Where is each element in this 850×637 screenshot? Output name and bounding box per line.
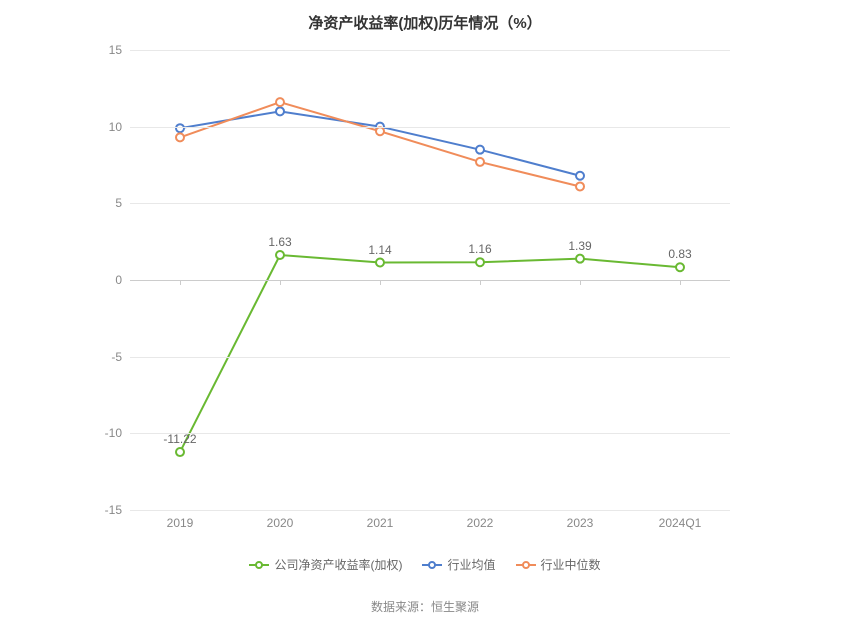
legend-label: 行业中位数 [541, 556, 601, 573]
series-line-company [180, 255, 680, 452]
series-marker-company [676, 263, 684, 271]
x-tick [480, 280, 481, 285]
series-marker-industry_median [376, 127, 384, 135]
legend-item-industry_median[interactable]: 行业中位数 [516, 556, 601, 573]
y-tick-label: 15 [82, 43, 122, 57]
y-tick-label: -15 [82, 503, 122, 517]
x-tick [280, 280, 281, 285]
series-line-industry_median [180, 102, 580, 186]
x-tick [680, 280, 681, 285]
source-text: 数据来源：恒生聚源 [0, 598, 850, 615]
x-tick-label: 2022 [450, 516, 510, 530]
series-marker-industry_avg [276, 107, 284, 115]
series-marker-industry_median [576, 182, 584, 190]
gridline [130, 510, 730, 511]
x-tick-label: 2023 [550, 516, 610, 530]
chart-container: 净资产收益率(加权)历年情况（%） -15-10-505101520192020… [0, 0, 850, 637]
series-marker-industry_median [276, 98, 284, 106]
series-marker-company [576, 255, 584, 263]
series-marker-company [376, 259, 384, 267]
series-marker-industry_avg [176, 124, 184, 132]
x-tick [580, 280, 581, 285]
legend-label: 行业均值 [447, 556, 495, 573]
series-marker-company [176, 448, 184, 456]
legend-item-company[interactable]: 公司净资产收益率(加权) [249, 556, 402, 573]
legend-marker-icon [249, 560, 269, 570]
data-label: 0.83 [668, 247, 691, 261]
series-marker-industry_median [176, 133, 184, 141]
x-tick [380, 280, 381, 285]
x-tick-label: 2024Q1 [650, 516, 710, 530]
y-tick-label: -5 [82, 350, 122, 364]
legend: 公司净资产收益率(加权) 行业均值 行业中位数 [0, 556, 850, 573]
series-marker-industry_avg [576, 172, 584, 180]
series-marker-industry_median [476, 158, 484, 166]
x-tick [180, 280, 181, 285]
data-label: 1.16 [468, 242, 491, 256]
gridline [130, 433, 730, 434]
data-label: -11.22 [163, 432, 196, 446]
data-label: 1.14 [368, 243, 391, 257]
y-tick-label: -10 [82, 426, 122, 440]
series-line-industry_avg [180, 111, 580, 175]
y-tick-label: 0 [82, 273, 122, 287]
y-tick-label: 5 [82, 196, 122, 210]
legend-label: 公司净资产收益率(加权) [274, 556, 402, 573]
legend-marker-icon [516, 560, 536, 570]
gridline [130, 127, 730, 128]
y-tick-label: 10 [82, 120, 122, 134]
series-marker-industry_avg [476, 146, 484, 154]
x-tick-label: 2019 [150, 516, 210, 530]
data-label: 1.39 [568, 239, 591, 253]
x-tick-label: 2021 [350, 516, 410, 530]
x-tick-label: 2020 [250, 516, 310, 530]
series-marker-company [276, 251, 284, 259]
zero-line [130, 280, 730, 281]
data-label: 1.63 [268, 235, 291, 249]
gridline [130, 50, 730, 51]
legend-item-industry_avg[interactable]: 行业均值 [422, 556, 495, 573]
plot-area: -15-10-5051015201920202021202220232024Q1… [130, 50, 730, 510]
chart-title: 净资产收益率(加权)历年情况（%） [0, 0, 850, 33]
gridline [130, 203, 730, 204]
legend-marker-icon [422, 560, 442, 570]
gridline [130, 357, 730, 358]
series-marker-company [476, 258, 484, 266]
